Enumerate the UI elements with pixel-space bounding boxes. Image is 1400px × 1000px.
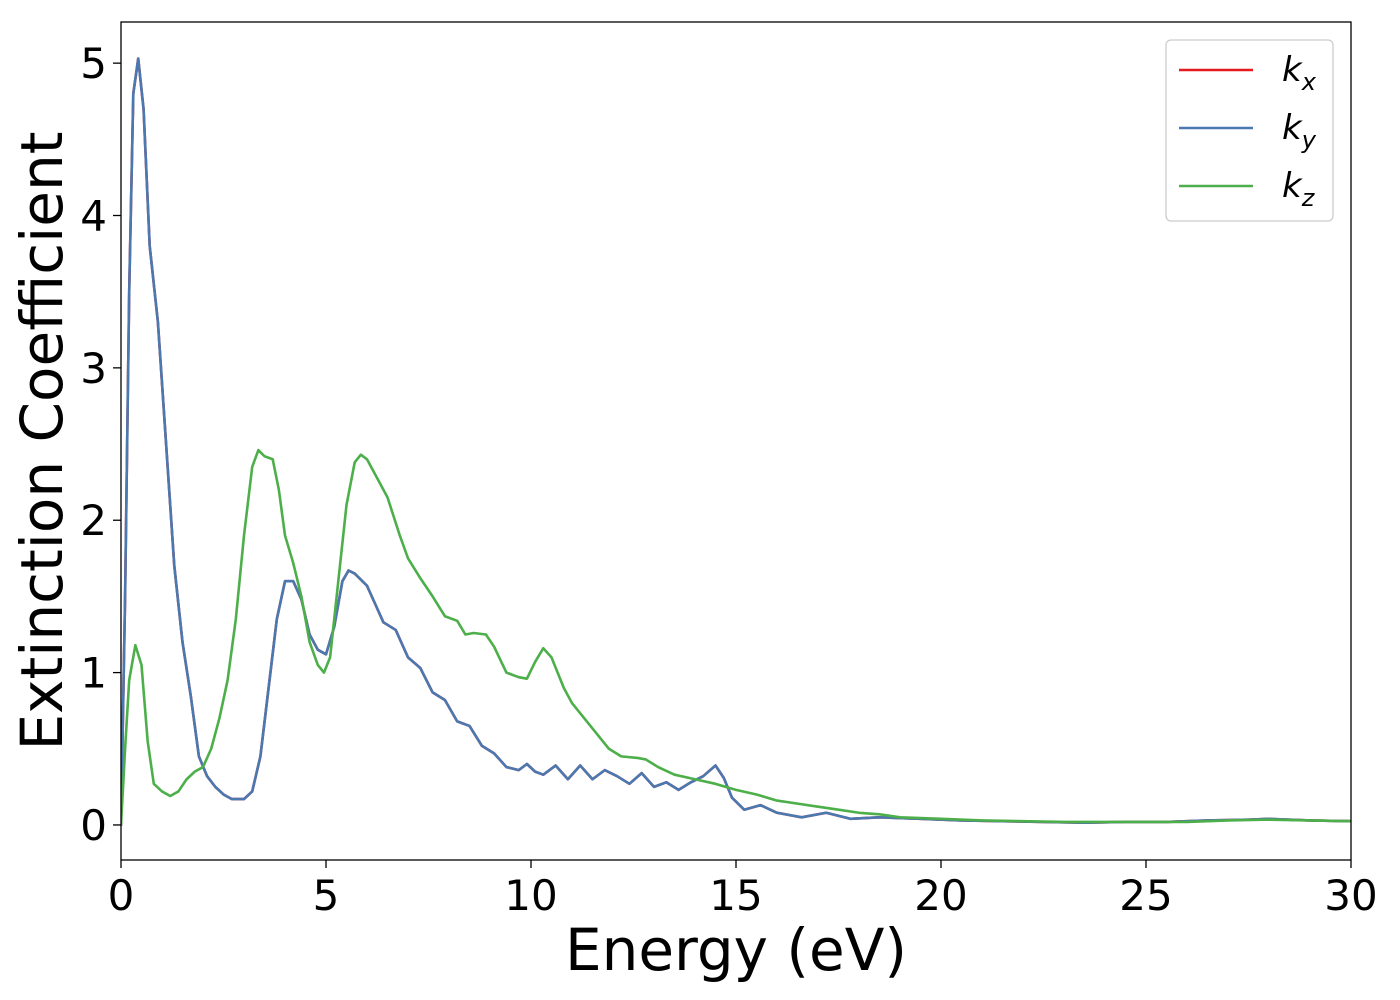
x-tick-label: 30 (1324, 871, 1377, 920)
x-tick-label: 5 (313, 871, 340, 920)
x-tick-label: 15 (709, 871, 762, 920)
x-axis-label: Energy (eV) (565, 916, 907, 984)
series-layer (121, 57, 1351, 827)
y-tick-label: 4 (80, 192, 107, 241)
y-tick-label: 2 (80, 496, 107, 545)
plot-frame (120, 21, 1352, 861)
legend-label-base: k (1282, 108, 1303, 148)
legend-label-z: kz (1282, 166, 1316, 212)
ticks-layer: 0 5 10 15 20 25 30 0 1 2 3 4 5 (80, 39, 1377, 920)
series-line-y (121, 57, 1351, 827)
series-line-z (121, 448, 1351, 827)
legend-label-subscript: z (1301, 184, 1316, 212)
legend-label-subscript: y (1301, 126, 1317, 154)
y-tick-label: 1 (80, 649, 107, 698)
x-tick-label: 0 (108, 871, 135, 920)
y-tick-label: 0 (80, 801, 107, 850)
y-tick-label: 3 (80, 344, 107, 393)
x-tick-label: 10 (504, 871, 557, 920)
y-tick-label: 5 (80, 39, 107, 88)
legend-label-subscript: x (1301, 68, 1317, 96)
legend-label-base: k (1282, 50, 1303, 90)
legend-label-x: kx (1282, 50, 1317, 96)
y-axis-label: Extinction Coefficient (8, 132, 76, 751)
legend-box (1165, 39, 1334, 222)
legend-label-y: ky (1282, 108, 1317, 154)
x-tick-label: 25 (1119, 871, 1172, 920)
legend-label-base: k (1282, 166, 1303, 206)
x-tick-label: 20 (914, 871, 967, 920)
